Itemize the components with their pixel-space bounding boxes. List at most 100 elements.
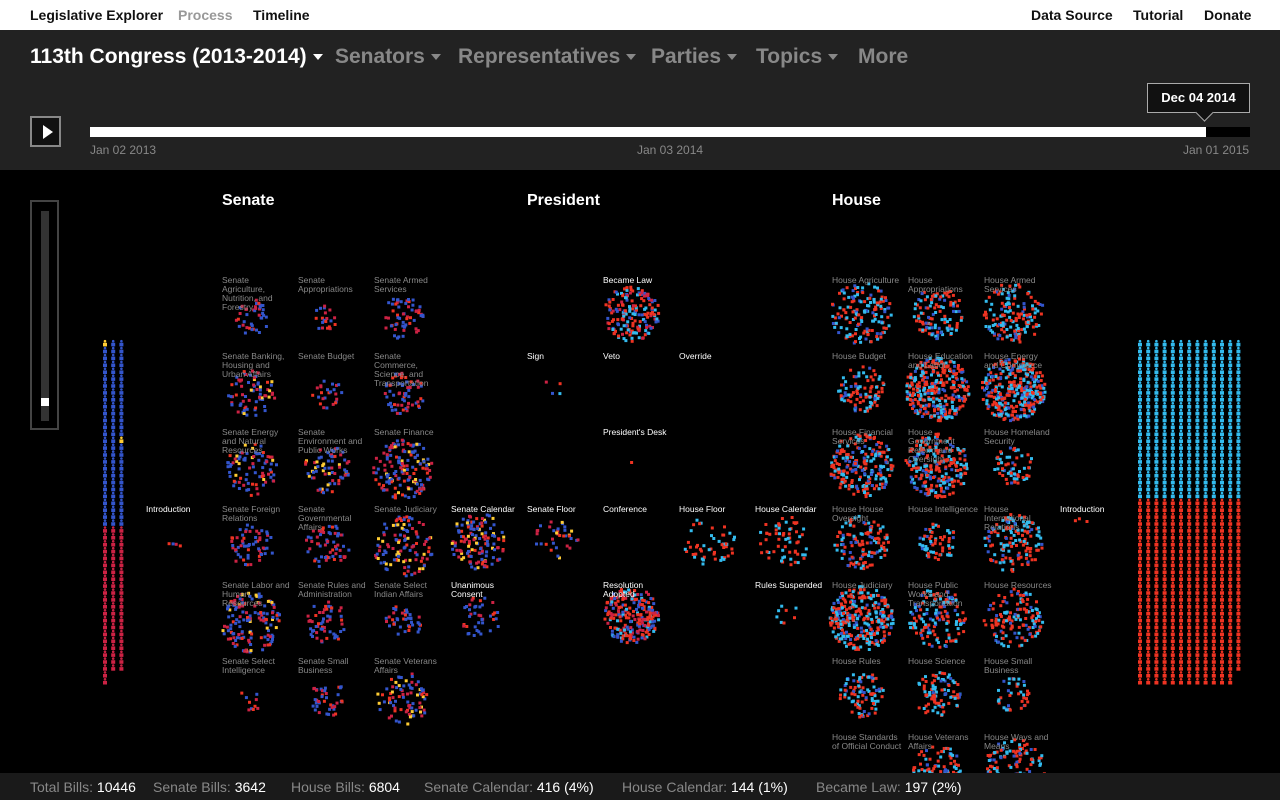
bill-dot: [787, 532, 791, 536]
bill-dot: [236, 317, 240, 321]
more-menu[interactable]: More: [858, 45, 908, 69]
bill-dot: [696, 543, 699, 547]
bill-dot: [321, 620, 325, 624]
nav-data-source[interactable]: Data Source: [1031, 7, 1113, 23]
bill-dot: [333, 531, 337, 535]
bill-dot: [861, 488, 865, 492]
bill-dot: [392, 607, 396, 610]
bill-dot: [470, 520, 474, 524]
bill-dot: [410, 672, 414, 676]
bill-dot: [941, 383, 945, 387]
bill-dot: [927, 555, 931, 559]
bill-dot: [637, 329, 641, 333]
bill-dot: [233, 602, 237, 606]
bill-dot: [331, 382, 334, 386]
bill-dot: [835, 610, 839, 614]
bill-dot: [944, 361, 948, 365]
bill-dot: [947, 478, 951, 482]
bill-dot: [837, 389, 841, 393]
bill-dot: [926, 411, 929, 415]
chevron-down-icon: [626, 54, 637, 61]
bill-dot: [1017, 625, 1021, 629]
topics-menu[interactable]: Topics: [756, 45, 839, 69]
bill-dot: [956, 613, 960, 617]
bill-dot: [1038, 384, 1041, 388]
bill-dot: [1011, 367, 1015, 371]
nav-timeline[interactable]: Timeline: [253, 7, 310, 23]
bill-dot: [624, 632, 628, 636]
bill-dot: [1023, 529, 1027, 533]
bill-dot: [932, 698, 936, 702]
nav-legislative-explorer[interactable]: Legislative Explorer: [30, 7, 164, 23]
bill-dot: [626, 328, 630, 332]
bill-dot: [1008, 617, 1012, 621]
bill-dot: [241, 610, 245, 614]
bill-dot: [955, 407, 959, 411]
bill-dot: [885, 455, 889, 459]
bill-dot: [843, 604, 847, 608]
bill-dot: [852, 524, 856, 528]
bill-dot: [392, 558, 396, 562]
bill-dot: [416, 379, 420, 383]
bill-dot: [398, 372, 401, 376]
bill-dot: [235, 643, 239, 647]
house-floor-dots: [683, 518, 736, 566]
bill-dot: [398, 625, 402, 629]
play-button[interactable]: [30, 116, 61, 147]
bill-dot: [466, 523, 470, 527]
bill-dot: [260, 529, 264, 533]
bill-dot: [958, 619, 962, 623]
congress-selector[interactable]: 113th Congress (2013-2014): [30, 45, 323, 69]
bill-dot: [646, 618, 650, 621]
bill-dot: [390, 690, 394, 694]
bill-dot: [420, 688, 424, 692]
bill-dot: [924, 403, 928, 407]
bill-dot: [838, 697, 842, 701]
bill-dot: [1017, 316, 1021, 319]
bill-dot: [865, 330, 869, 334]
bill-dot: [1023, 537, 1027, 541]
bill-dot: [795, 530, 798, 534]
bill-dot: [415, 532, 419, 536]
bill-dot: [920, 451, 924, 455]
bill-dot: [333, 472, 337, 475]
bill-dot: [839, 394, 843, 398]
bill-dot: [263, 552, 267, 556]
bill-dot: [877, 620, 881, 624]
bill-dot: [858, 401, 862, 404]
nav-process[interactable]: Process: [178, 7, 233, 23]
bill-dot: [417, 442, 421, 446]
bill-dot: [939, 597, 942, 601]
parties-menu[interactable]: Parties: [651, 45, 738, 69]
senators-menu[interactable]: Senators: [335, 45, 441, 69]
bill-dot: [689, 529, 693, 533]
bill-dot: [245, 307, 248, 311]
process-view: Senate President House Senate Agricultur…: [0, 170, 1280, 773]
bill-dot: [1008, 390, 1012, 394]
timeline-track[interactable]: [90, 127, 1250, 137]
bill-dot: [462, 624, 466, 628]
bill-dot: [1031, 325, 1035, 329]
bill-dot: [474, 534, 478, 538]
nav-tutorial[interactable]: Tutorial: [1133, 7, 1184, 23]
bill-dot: [392, 393, 396, 397]
senate-committee-dots: [227, 369, 277, 417]
bill-dot: [377, 482, 381, 486]
bill-dot: [630, 461, 634, 464]
bill-dot: [1040, 391, 1044, 395]
bill-dot: [384, 562, 388, 566]
bill-dot: [554, 546, 558, 550]
bill-dot: [860, 634, 864, 638]
bill-dot: [405, 608, 408, 612]
bill-dot: [1002, 560, 1006, 564]
bill-dot: [314, 614, 318, 617]
bill-dot: [932, 400, 935, 404]
bill-dot: [502, 535, 506, 539]
bill-dot: [863, 300, 867, 304]
bill-dot: [873, 314, 876, 318]
bill-dot: [405, 472, 409, 475]
representatives-menu[interactable]: Representatives: [458, 45, 637, 69]
bill-dot: [842, 550, 846, 553]
bill-dot: [379, 475, 383, 479]
nav-donate[interactable]: Donate: [1204, 7, 1252, 23]
